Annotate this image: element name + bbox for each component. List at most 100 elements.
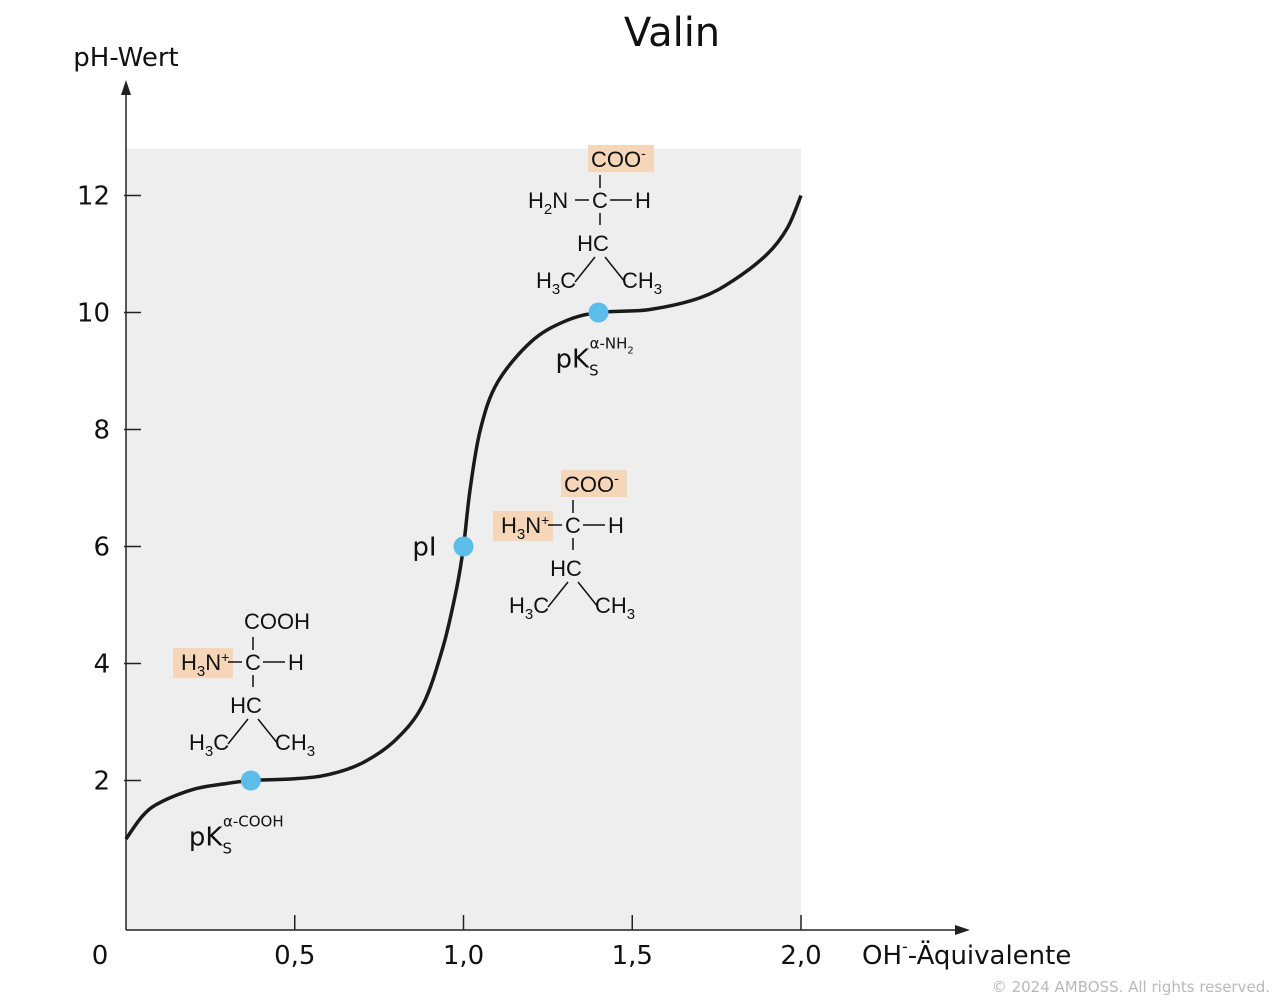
center-atom-part: C: [592, 188, 608, 213]
bond: [227, 718, 249, 745]
group-left-part: H: [181, 650, 197, 675]
point-label-main: pK: [189, 823, 224, 853]
group-bottom-left-part: H: [189, 730, 205, 755]
point-label-sub: S: [589, 362, 599, 380]
group-left-part: 3: [517, 526, 525, 543]
axes: [121, 80, 970, 935]
group-left: H2N: [528, 188, 568, 218]
right-atom-part: H: [635, 188, 651, 213]
chart-title: Valin: [624, 10, 720, 56]
group-bottom-right: CH3: [275, 730, 315, 760]
group-bottom-right-part: 3: [307, 743, 315, 760]
group-mid: HC: [230, 693, 262, 718]
copyright-notice: © 2024 AMBOSS. All rights reserved.: [991, 978, 1270, 996]
right-atom-part: H: [288, 650, 304, 675]
highlight-top: [561, 470, 627, 497]
point-marker: [588, 302, 609, 323]
group-bottom-left-part: 3: [552, 281, 560, 298]
y-tick-label: 10: [77, 299, 110, 329]
group-bottom-left: H3C: [536, 268, 576, 298]
highlight-top: [588, 145, 654, 172]
x-tick-label: 1,0: [443, 941, 484, 971]
group-top-part: -: [614, 470, 619, 486]
center-atom-part: C: [245, 650, 261, 675]
group-bottom-right-part: CH: [622, 268, 654, 293]
right-atom: H: [608, 513, 624, 538]
x-axis-label-sup: -: [902, 937, 908, 956]
group-top: COOH: [244, 609, 310, 634]
point-label-sub: S: [222, 840, 232, 858]
right-atom: H: [288, 650, 304, 675]
group-left-part: 2: [544, 201, 552, 218]
right-atom-part: H: [608, 513, 624, 538]
point-marker: [240, 770, 261, 791]
group-bottom-left-part: C: [213, 730, 229, 755]
group-top: COO-: [564, 470, 619, 497]
center-atom: C: [245, 650, 261, 675]
group-bottom-right-part: CH: [275, 730, 307, 755]
center-atom-part: C: [565, 513, 581, 538]
group-bottom-right-part: 3: [654, 281, 662, 298]
group-left-part: H: [501, 513, 517, 538]
origin-label: 0: [92, 941, 109, 971]
group-mid: HC: [550, 556, 582, 581]
x-axis-label-rest: -Äquivalente: [908, 939, 1072, 971]
x-axis-label: OH--Äquivalente: [862, 937, 1071, 971]
center-atom: C: [565, 513, 581, 538]
group-left-part: N: [525, 513, 541, 538]
group-mid-part: HC: [550, 556, 582, 581]
group-left-part: 3: [197, 663, 205, 680]
y-tick-label: 2: [93, 767, 110, 797]
group-bottom-left-part: 3: [205, 743, 213, 760]
y-tick-label: 12: [77, 182, 110, 212]
group-bottom-left-part: C: [533, 593, 549, 618]
y-axis-label: pH-Wert: [73, 43, 178, 73]
x-tick-label: 2,0: [780, 941, 821, 971]
group-bottom-left: H3C: [189, 730, 229, 760]
group-mid: HC: [577, 231, 609, 256]
group-mid-part: HC: [230, 693, 262, 718]
point-label: pKSα-COOH: [189, 813, 284, 858]
highlight-left: [493, 511, 553, 541]
point-label: pKSα-NH2: [556, 335, 634, 380]
group-top-part: COO: [564, 472, 614, 497]
point-label-sup-sub: 2: [627, 346, 633, 357]
highlight-left: [173, 648, 233, 678]
titration-curve: [124, 194, 803, 841]
group-bottom-left-part: H: [509, 593, 525, 618]
group-bottom-right: CH3: [622, 268, 662, 298]
group-bottom-left: H3C: [509, 593, 549, 623]
bond: [257, 718, 279, 745]
bond: [547, 581, 569, 608]
point-label-main: pK: [556, 345, 591, 375]
group-mid-part: HC: [577, 231, 609, 256]
group-bottom-left-part: C: [560, 268, 576, 293]
x-axis-arrow: [955, 925, 970, 935]
bond: [577, 581, 599, 608]
group-bottom-right-part: 3: [627, 606, 635, 623]
group-top: COO-: [591, 145, 646, 172]
x-axis-label-main: OH: [862, 941, 902, 971]
group-top-part: COO: [591, 147, 641, 172]
group-left-part: +: [541, 512, 549, 528]
y-axis-arrow: [121, 80, 131, 95]
right-atom: H: [635, 188, 651, 213]
group-top-part: -: [641, 145, 646, 161]
group-bottom-left-part: H: [536, 268, 552, 293]
y-tick-label: 4: [93, 650, 110, 680]
bond: [604, 256, 626, 283]
center-atom: C: [592, 188, 608, 213]
tick-marks: 2 4 6 8 10 12 0,5 1,0 1,5 2,0: [77, 182, 822, 972]
x-tick-label: 1,5: [612, 941, 653, 971]
group-left-part: N: [205, 650, 221, 675]
group-left-part: H: [528, 188, 544, 213]
point-label: pI: [412, 533, 436, 563]
x-tick-label: 0,5: [274, 941, 315, 971]
group-left: H3N+: [181, 649, 229, 680]
group-left-part: +: [221, 649, 229, 665]
